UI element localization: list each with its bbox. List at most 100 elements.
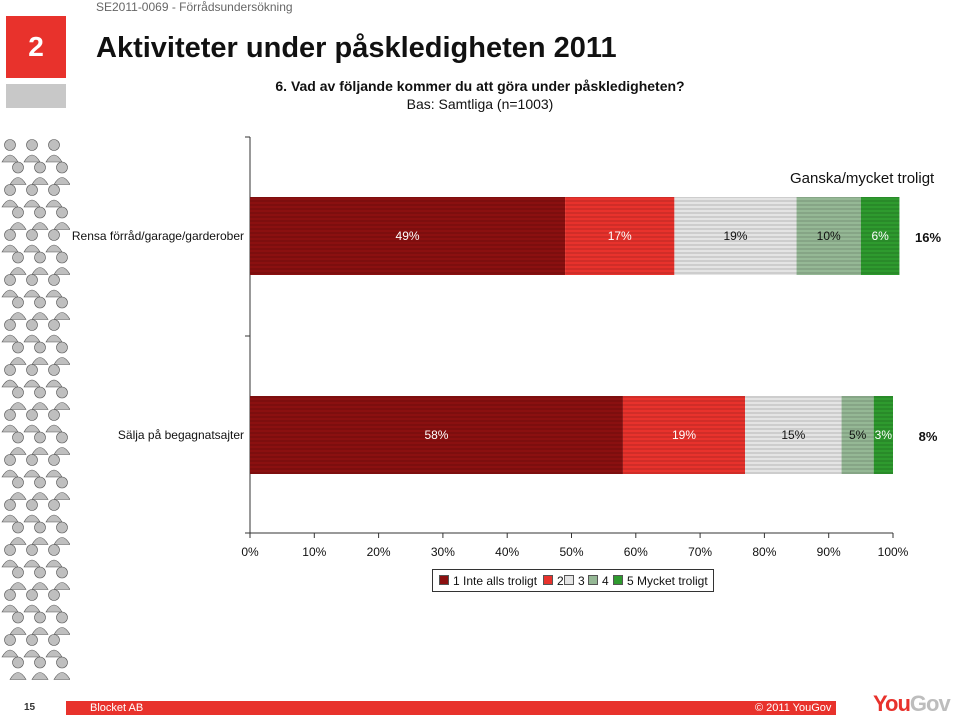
- yougov-logo: YouGov: [873, 691, 951, 717]
- crowd-head: [48, 139, 60, 151]
- crowd-head: [26, 454, 38, 466]
- crowd-head: [34, 161, 46, 174]
- x-tick-label: 40%: [495, 545, 519, 559]
- crowd-head: [56, 161, 68, 174]
- crowd-head: [56, 206, 68, 219]
- crowd-body: [9, 672, 27, 680]
- crowd-body: [53, 267, 70, 275]
- base-text: Bas: Samtliga (n=1003): [406, 96, 554, 112]
- crowd-body: [53, 672, 70, 680]
- crowd-head: [12, 566, 24, 579]
- legend-item: 3: [564, 574, 585, 588]
- crowd-head: [4, 499, 16, 511]
- crowd-head: [48, 499, 60, 511]
- crowd-head: [56, 431, 68, 444]
- data-label: 5%: [849, 428, 867, 442]
- crowd-head: [12, 521, 24, 534]
- data-label: 10%: [817, 229, 841, 243]
- footer-copyright: © 2011 YouGov: [755, 702, 832, 714]
- crowd-head: [4, 409, 16, 421]
- crowd-body: [9, 402, 27, 410]
- x-tick-label: 100%: [878, 545, 909, 559]
- crowd-head: [4, 139, 16, 151]
- crowd-head: [12, 476, 24, 489]
- crowd-body: [9, 582, 27, 590]
- crowd-head: [4, 229, 16, 241]
- crowd-body: [31, 672, 49, 680]
- crowd-head: [12, 161, 24, 174]
- crowd-body: [53, 357, 70, 365]
- crowd-body: [31, 312, 49, 320]
- crowd-head: [48, 229, 60, 241]
- slide-number-badge: 2: [6, 16, 66, 78]
- question-text: 6. Vad av följande kommer du att göra un…: [275, 78, 685, 94]
- logo-you: You: [873, 691, 911, 716]
- crowd-body: [9, 447, 27, 455]
- crowd-head: [34, 566, 46, 579]
- crowd-head: [4, 634, 16, 646]
- logo-gov: Gov: [909, 691, 951, 716]
- crowd-head: [4, 184, 16, 196]
- project-code: SE2011-0069 - Förrådsundersökning: [96, 0, 293, 14]
- crowd-body: [9, 537, 27, 545]
- crowd-body: [31, 222, 49, 230]
- crowd-head: [34, 431, 46, 444]
- crowd-body: [9, 222, 27, 230]
- crowd-head: [26, 139, 38, 151]
- data-label: 17%: [608, 229, 632, 243]
- side-value: 16%: [915, 230, 941, 245]
- crowd-head: [56, 341, 68, 354]
- crowd-head: [4, 274, 16, 286]
- crowd-body: [31, 267, 49, 275]
- bar-segment-texture: [250, 197, 566, 275]
- crowd-body: [9, 267, 27, 275]
- crowd-body: [31, 177, 49, 185]
- crowd-head: [34, 521, 46, 534]
- x-tick-label: 20%: [367, 545, 391, 559]
- x-tick-label: 90%: [817, 545, 841, 559]
- crowd-head: [34, 251, 46, 264]
- data-label: 58%: [424, 428, 448, 442]
- crowd-body: [9, 177, 27, 185]
- category-label: Sälja på begagnatsajter: [118, 428, 244, 442]
- crowd-head: [48, 184, 60, 196]
- crowd-head: [4, 454, 16, 466]
- x-tick-label: 10%: [302, 545, 326, 559]
- crowd-head: [26, 274, 38, 286]
- crowd-head: [56, 611, 68, 624]
- crowd-head: [12, 611, 24, 624]
- crowd-head: [12, 656, 24, 669]
- bar-segment-texture: [622, 396, 746, 474]
- bar-segment-texture: [860, 197, 900, 275]
- crowd-head: [4, 319, 16, 331]
- crowd-head: [12, 206, 24, 219]
- crowd-body: [9, 627, 27, 635]
- crowd-head: [48, 364, 60, 376]
- crowd-body: [31, 402, 49, 410]
- crowd-head: [56, 521, 68, 534]
- legend-swatch: [543, 575, 553, 585]
- crowd-body: [31, 447, 49, 455]
- crowd-head: [34, 611, 46, 624]
- bar-segment-texture: [745, 396, 842, 474]
- x-tick-label: 50%: [559, 545, 583, 559]
- crowd-body: [9, 492, 27, 500]
- legend-item: 2: [543, 574, 564, 588]
- crowd-head: [34, 206, 46, 219]
- side-value: 8%: [919, 429, 938, 444]
- legend-item: 4: [588, 574, 609, 588]
- side-header: Ganska/mycket troligt: [790, 170, 935, 187]
- footer-company: Blocket AB: [90, 702, 144, 714]
- legend-item: 5 Mycket troligt: [613, 574, 708, 588]
- crowd-head: [34, 386, 46, 399]
- data-label: 49%: [396, 229, 420, 243]
- crowd-head: [26, 364, 38, 376]
- legend-item: 1 Inte alls troligt: [439, 574, 537, 588]
- crowd-head: [4, 589, 16, 601]
- legend-swatch: [588, 575, 598, 585]
- crowd-body: [53, 312, 70, 320]
- crowd-head: [48, 544, 60, 556]
- x-tick-label: 0%: [241, 545, 259, 559]
- crowd-head: [34, 476, 46, 489]
